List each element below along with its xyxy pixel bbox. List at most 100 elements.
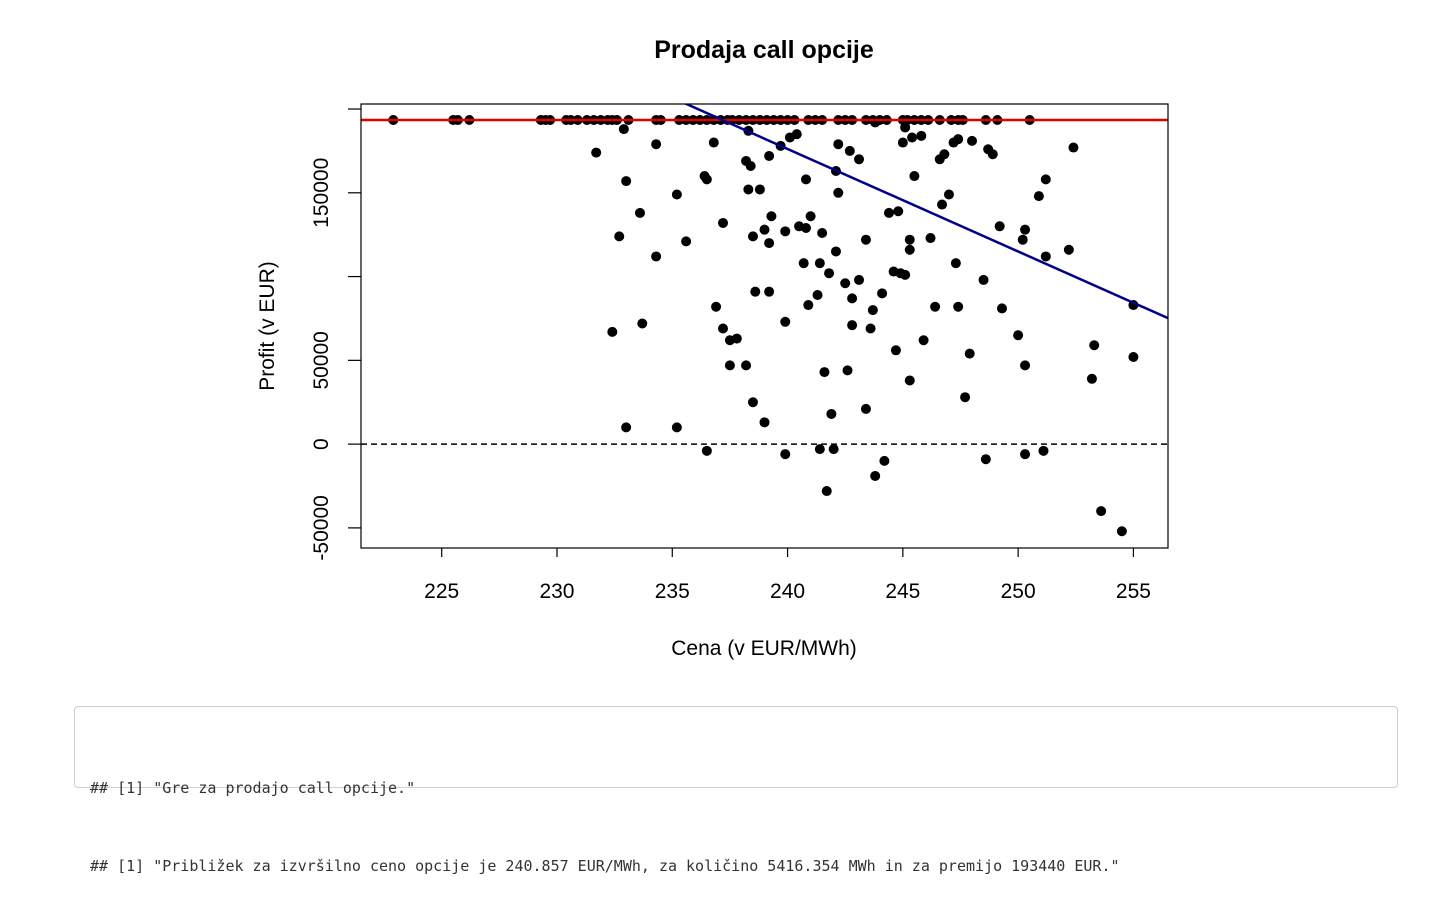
data-point bbox=[780, 316, 791, 327]
data-point bbox=[980, 454, 991, 465]
data-point bbox=[819, 367, 830, 378]
data-point bbox=[904, 375, 915, 386]
data-point bbox=[918, 335, 929, 346]
data-point bbox=[651, 251, 662, 262]
data-point bbox=[1116, 526, 1127, 537]
data-point bbox=[890, 345, 901, 356]
data-point bbox=[909, 171, 920, 182]
data-point bbox=[724, 360, 735, 371]
x-tick-label: 255 bbox=[1116, 580, 1151, 603]
data-point bbox=[711, 301, 722, 312]
data-point bbox=[847, 320, 858, 331]
data-point bbox=[907, 132, 918, 143]
data-point bbox=[801, 222, 812, 233]
data-point bbox=[964, 348, 975, 359]
data-point bbox=[967, 135, 978, 146]
data-point bbox=[860, 403, 871, 414]
data-point bbox=[939, 149, 950, 160]
y-tick-label: 50000 bbox=[310, 331, 333, 389]
x-tick-label: 245 bbox=[885, 580, 920, 603]
data-point bbox=[833, 187, 844, 198]
data-point bbox=[1040, 174, 1051, 185]
data-point bbox=[925, 233, 936, 244]
data-point bbox=[764, 150, 775, 161]
data-point bbox=[953, 301, 964, 312]
data-point bbox=[833, 139, 844, 150]
x-axis-label: Cena (v EUR/MWh) bbox=[671, 637, 857, 660]
data-point bbox=[840, 278, 851, 289]
data-point bbox=[764, 286, 775, 297]
y-tick-label: 150000 bbox=[310, 158, 333, 228]
data-point bbox=[637, 318, 648, 329]
data-point bbox=[814, 444, 825, 455]
data-point bbox=[1089, 340, 1100, 351]
data-point bbox=[717, 217, 728, 228]
data-point bbox=[950, 258, 961, 269]
data-point bbox=[621, 422, 632, 433]
data-point bbox=[759, 417, 770, 428]
data-point bbox=[607, 326, 618, 337]
data-point bbox=[1128, 351, 1139, 362]
data-point bbox=[780, 449, 791, 460]
x-tick-label: 225 bbox=[424, 580, 459, 603]
data-point bbox=[900, 269, 911, 280]
data-point bbox=[916, 130, 927, 141]
data-point bbox=[884, 207, 895, 218]
data-point bbox=[1020, 224, 1031, 235]
data-point bbox=[803, 300, 814, 311]
data-point bbox=[824, 268, 835, 279]
data-point bbox=[844, 145, 855, 156]
data-point bbox=[978, 274, 989, 285]
data-point bbox=[1033, 191, 1044, 202]
data-point bbox=[943, 189, 954, 200]
data-point bbox=[867, 305, 878, 316]
data-point bbox=[828, 444, 839, 455]
data-point bbox=[930, 301, 941, 312]
data-point bbox=[701, 174, 712, 185]
data-point bbox=[634, 207, 645, 218]
data-point bbox=[759, 224, 770, 235]
data-point bbox=[791, 129, 802, 140]
data-point bbox=[591, 147, 602, 158]
data-point bbox=[812, 290, 823, 301]
data-point bbox=[1038, 445, 1049, 456]
data-point bbox=[842, 365, 853, 376]
data-point bbox=[766, 211, 777, 222]
data-point bbox=[741, 360, 752, 371]
data-point bbox=[814, 258, 825, 269]
data-point bbox=[960, 392, 971, 403]
data-point bbox=[877, 288, 888, 299]
data-point bbox=[996, 303, 1007, 314]
data-point bbox=[904, 244, 915, 255]
data-point bbox=[897, 137, 908, 148]
data-point bbox=[780, 226, 791, 237]
data-point bbox=[854, 274, 865, 285]
data-point bbox=[937, 199, 948, 210]
data-point bbox=[764, 238, 775, 249]
data-point bbox=[900, 122, 911, 133]
scatter-plot: Prodaja call opcije 225 230 235 240 245 250 25… bbox=[256, 36, 1169, 660]
x-tick-label: 250 bbox=[1001, 580, 1036, 603]
data-point bbox=[614, 231, 625, 242]
data-point bbox=[798, 258, 809, 269]
data-point bbox=[1086, 373, 1097, 384]
data-point bbox=[1017, 234, 1028, 245]
y-axis-label: Profit (v EUR) bbox=[256, 261, 279, 391]
data-point bbox=[621, 176, 632, 187]
data-point bbox=[747, 397, 758, 408]
data-point bbox=[1020, 360, 1031, 371]
data-point bbox=[821, 486, 832, 497]
x-tick-label: 230 bbox=[539, 580, 574, 603]
data-point bbox=[717, 323, 728, 334]
data-point bbox=[754, 184, 765, 195]
plot-area: 225 230 235 240 245 250 255 -50000 0 50000 150000 bbox=[310, 103, 1169, 603]
data-point bbox=[953, 134, 964, 145]
data-point bbox=[860, 234, 871, 245]
data-point bbox=[1040, 251, 1051, 262]
data-point bbox=[805, 211, 816, 222]
plot-frame bbox=[360, 103, 1169, 549]
data-point bbox=[671, 422, 682, 433]
data-point bbox=[879, 455, 890, 466]
console-output: ## [1] "Gre za prodajo call opcije." ## … bbox=[74, 706, 1398, 875]
data-point bbox=[747, 231, 758, 242]
